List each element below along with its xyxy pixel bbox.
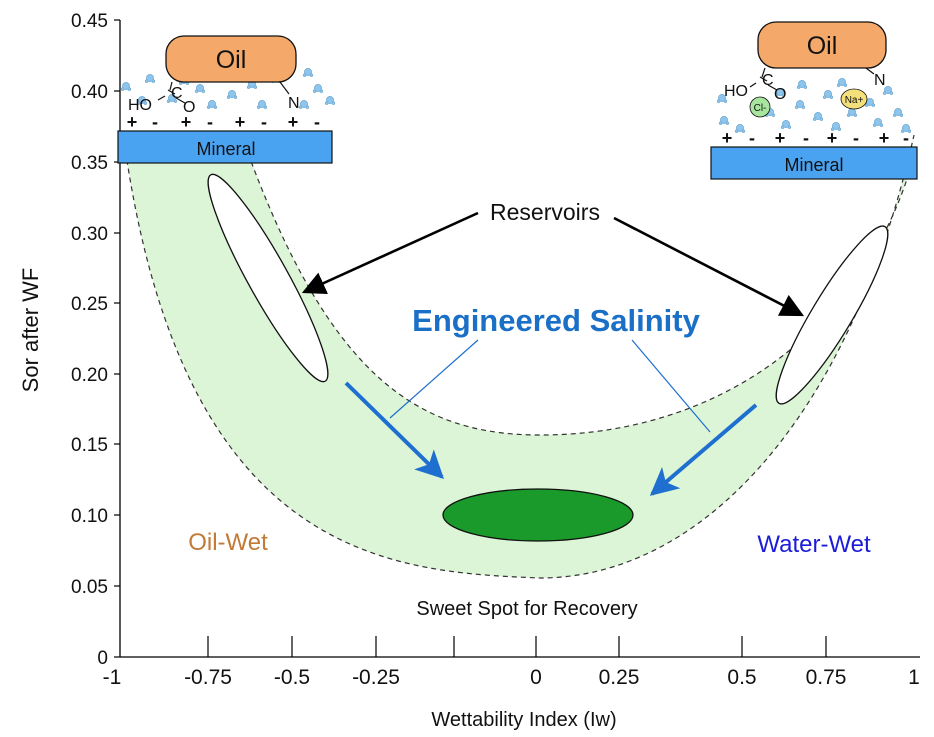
- x-tick-label: 1: [908, 666, 920, 689]
- left-oil-label: Oil: [216, 46, 247, 74]
- right-carboxyl-bonds: [749, 67, 778, 91]
- y-axis-label: Sor after WF: [18, 268, 43, 393]
- engineered-salinity-label: Engineered Salinity: [412, 303, 700, 338]
- reservoirs-label: Reservoirs: [490, 199, 600, 225]
- y-tick-label: 0.15: [71, 435, 108, 456]
- charge-sign: +: [235, 112, 246, 132]
- salinity-pointer-left: [389, 339, 479, 419]
- water-wet-label: Water-Wet: [757, 531, 871, 558]
- right-ho-label: HO: [724, 83, 748, 100]
- charge-sign: -: [207, 112, 213, 132]
- charge-sign: -: [903, 128, 909, 148]
- right-inset: Mineral + - + - + - + - Cl- Na+ Oil C HO: [710, 21, 918, 180]
- charge-sign: +: [288, 112, 299, 132]
- right-n-label: N: [874, 72, 886, 89]
- cl-ion-label: Cl-: [754, 103, 767, 114]
- y-tick-label: 0.05: [71, 577, 108, 598]
- x-axis-ticks: [207, 636, 827, 657]
- x-tick-label: -1: [103, 666, 122, 689]
- right-c-label: C: [762, 72, 774, 89]
- left-mineral-label: Mineral: [196, 139, 255, 159]
- charge-sign: -: [152, 112, 158, 132]
- left-inset: Mineral + - + - + - + - Oil C HO O N: [117, 35, 336, 164]
- y-axis-tick-labels: 0 0.05 0.10 0.15 0.20 0.25 0.30 0.35 0.4…: [71, 11, 108, 669]
- left-oil-droplet: [165, 35, 297, 83]
- y-tick-label: 0.40: [71, 82, 108, 103]
- charge-sign: -: [261, 112, 267, 132]
- reservoir-oil-wet: [207, 173, 329, 383]
- salinity-arrow-left: [344, 381, 445, 479]
- x-tick-label: -0.5: [274, 666, 310, 689]
- charge-sign: +: [879, 128, 890, 148]
- x-tick-label: 0.75: [806, 666, 847, 689]
- y-tick-label: 0.25: [71, 294, 108, 315]
- reservoirs-arrow-right: [613, 216, 805, 317]
- y-tick-label: 0.30: [71, 224, 108, 245]
- y-tick-label: 0: [97, 648, 108, 669]
- reservoirs-arrow-left: [301, 211, 479, 294]
- chloride-ion: [749, 96, 771, 118]
- oil-wet-label: Oil-Wet: [188, 529, 268, 556]
- right-mineral-block: [710, 146, 918, 180]
- y-tick-label: 0.35: [71, 153, 108, 174]
- x-tick-label: 0.5: [727, 666, 756, 689]
- right-amine-bond: [865, 67, 875, 75]
- left-carboxyl-bonds: [157, 81, 186, 104]
- x-axis-tick-labels: -1 -0.75 -0.5 -0.25 0 0.25 0.5 0.75 1: [103, 666, 920, 689]
- charge-sign: -: [749, 128, 755, 148]
- right-oil-droplet: [757, 21, 887, 69]
- left-n-label: N: [288, 95, 300, 112]
- y-tick-label: 0.45: [71, 11, 108, 32]
- sweet-spot-ellipse: [442, 488, 634, 542]
- charge-sign: -: [803, 128, 809, 148]
- right-o-label: O: [774, 86, 786, 103]
- left-charge-row: + - + - + - + -: [127, 112, 320, 132]
- reservoir-water-wet: [775, 225, 889, 405]
- charge-sign: -: [853, 128, 859, 148]
- band-outer-boundary: [122, 132, 915, 579]
- na-ion-label: Na+: [845, 95, 864, 106]
- sweet-spot-label: Sweet Spot for Recovery: [416, 598, 637, 620]
- charge-sign: +: [775, 128, 786, 148]
- wettability-band: [123, 133, 914, 578]
- x-tick-label: -0.25: [352, 666, 400, 689]
- left-c-label: C: [171, 85, 183, 102]
- x-tick-label: 0.25: [599, 666, 640, 689]
- charge-sign: +: [181, 112, 192, 132]
- right-oil-label: Oil: [807, 32, 838, 60]
- sodium-ion: [840, 88, 868, 110]
- charge-sign: -: [314, 112, 320, 132]
- salinity-arrow-right: [649, 403, 758, 496]
- left-amine-bond: [279, 81, 290, 95]
- salinity-pointer-right: [631, 339, 711, 433]
- left-ho-label: HO: [128, 97, 152, 114]
- x-tick-label: 0: [530, 666, 542, 689]
- left-o-label: O: [183, 99, 195, 116]
- y-axis-ticks: [114, 19, 120, 658]
- y-tick-label: 0.10: [71, 506, 108, 527]
- y-tick-label: 0.20: [71, 365, 108, 386]
- left-mineral-block: [117, 130, 333, 164]
- x-axis-label: Wettability Index (Iw): [431, 709, 616, 731]
- x-tick-label: -0.75: [184, 666, 232, 689]
- charge-sign: +: [127, 112, 138, 132]
- right-charge-row: + - + - + - + -: [722, 128, 909, 148]
- charge-sign: +: [722, 128, 733, 148]
- charge-sign: +: [827, 128, 838, 148]
- right-mineral-label: Mineral: [784, 155, 843, 175]
